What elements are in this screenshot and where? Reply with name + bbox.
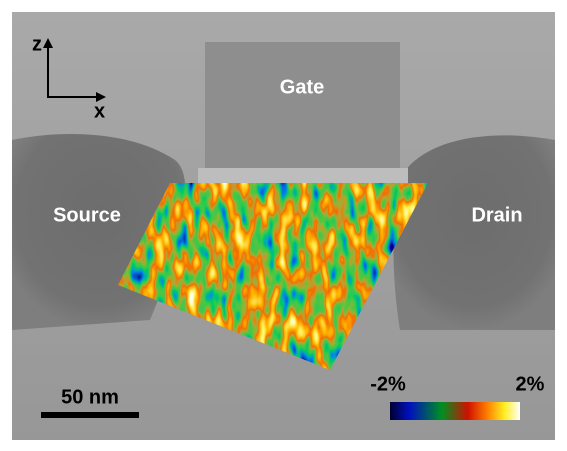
source-label: Source <box>53 204 121 226</box>
gate-oxide <box>198 168 408 183</box>
x-label: x <box>94 100 105 122</box>
z-arrowhead <box>43 38 53 48</box>
scale-bar-label: 50 nm <box>61 386 119 408</box>
colorbar-max-label: 2% <box>516 373 545 395</box>
colorbar <box>390 402 520 420</box>
drain-label: Drain <box>471 204 522 226</box>
colorbar-min-label: -2% <box>370 373 406 395</box>
gate-label: Gate <box>280 76 324 98</box>
z-label: z <box>32 33 42 55</box>
x-arrowhead <box>96 92 106 102</box>
drain-region <box>393 135 555 330</box>
gate-region <box>205 42 400 170</box>
scale-bar <box>41 412 139 418</box>
